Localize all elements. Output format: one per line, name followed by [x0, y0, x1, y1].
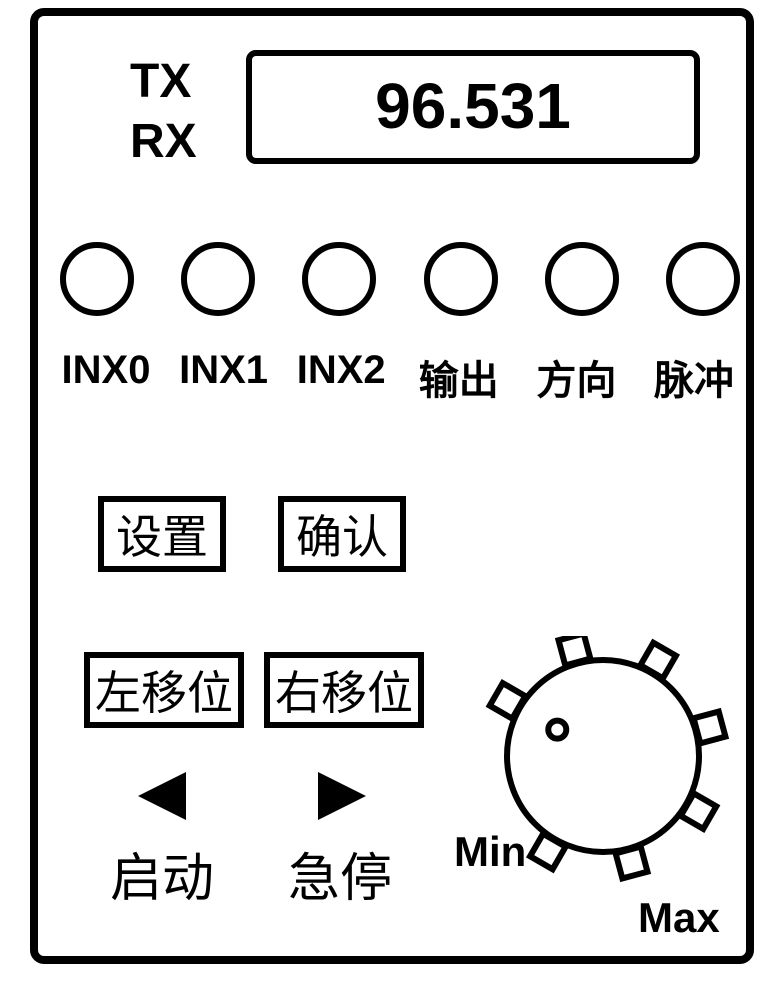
device-panel: TX RX 96.531 INX0 INX1 INX2 输出 方向 脉冲 设置 …: [30, 8, 754, 964]
shift-right-button[interactable]: 右移位: [264, 652, 424, 728]
start-button[interactable]: 启动: [110, 836, 214, 911]
value-display: 96.531: [246, 50, 700, 164]
rx-label: RX: [130, 112, 197, 172]
led-inx2: [302, 242, 376, 316]
led-label-inx1: INX1: [166, 348, 282, 406]
led-label-inx0: INX0: [48, 348, 164, 406]
led-row: [60, 242, 740, 316]
led-direction: [545, 242, 619, 316]
settings-button[interactable]: 设置: [98, 496, 226, 572]
led-label-row: INX0 INX1 INX2 输出 方向 脉冲: [48, 348, 752, 406]
knob-min-label: Min: [454, 828, 526, 876]
led-inx1: [181, 242, 255, 316]
arrow-left-icon: [138, 772, 186, 820]
led-inx0: [60, 242, 134, 316]
shift-left-button[interactable]: 左移位: [84, 652, 244, 728]
rotary-knob[interactable]: Min Max: [468, 636, 738, 936]
txrx-labels: TX RX: [130, 52, 197, 172]
led-label-output: 输出: [401, 348, 517, 406]
estop-button[interactable]: 急停: [288, 836, 392, 911]
confirm-button[interactable]: 确认: [278, 496, 406, 572]
arrow-right-icon: [318, 772, 366, 820]
tx-label: TX: [130, 52, 197, 112]
knob-max-label: Max: [638, 894, 720, 942]
led-label-pulse: 脉冲: [636, 348, 752, 406]
led-pulse: [666, 242, 740, 316]
led-label-inx2: INX2: [283, 348, 399, 406]
led-output: [424, 242, 498, 316]
led-label-direction: 方向: [518, 348, 634, 406]
